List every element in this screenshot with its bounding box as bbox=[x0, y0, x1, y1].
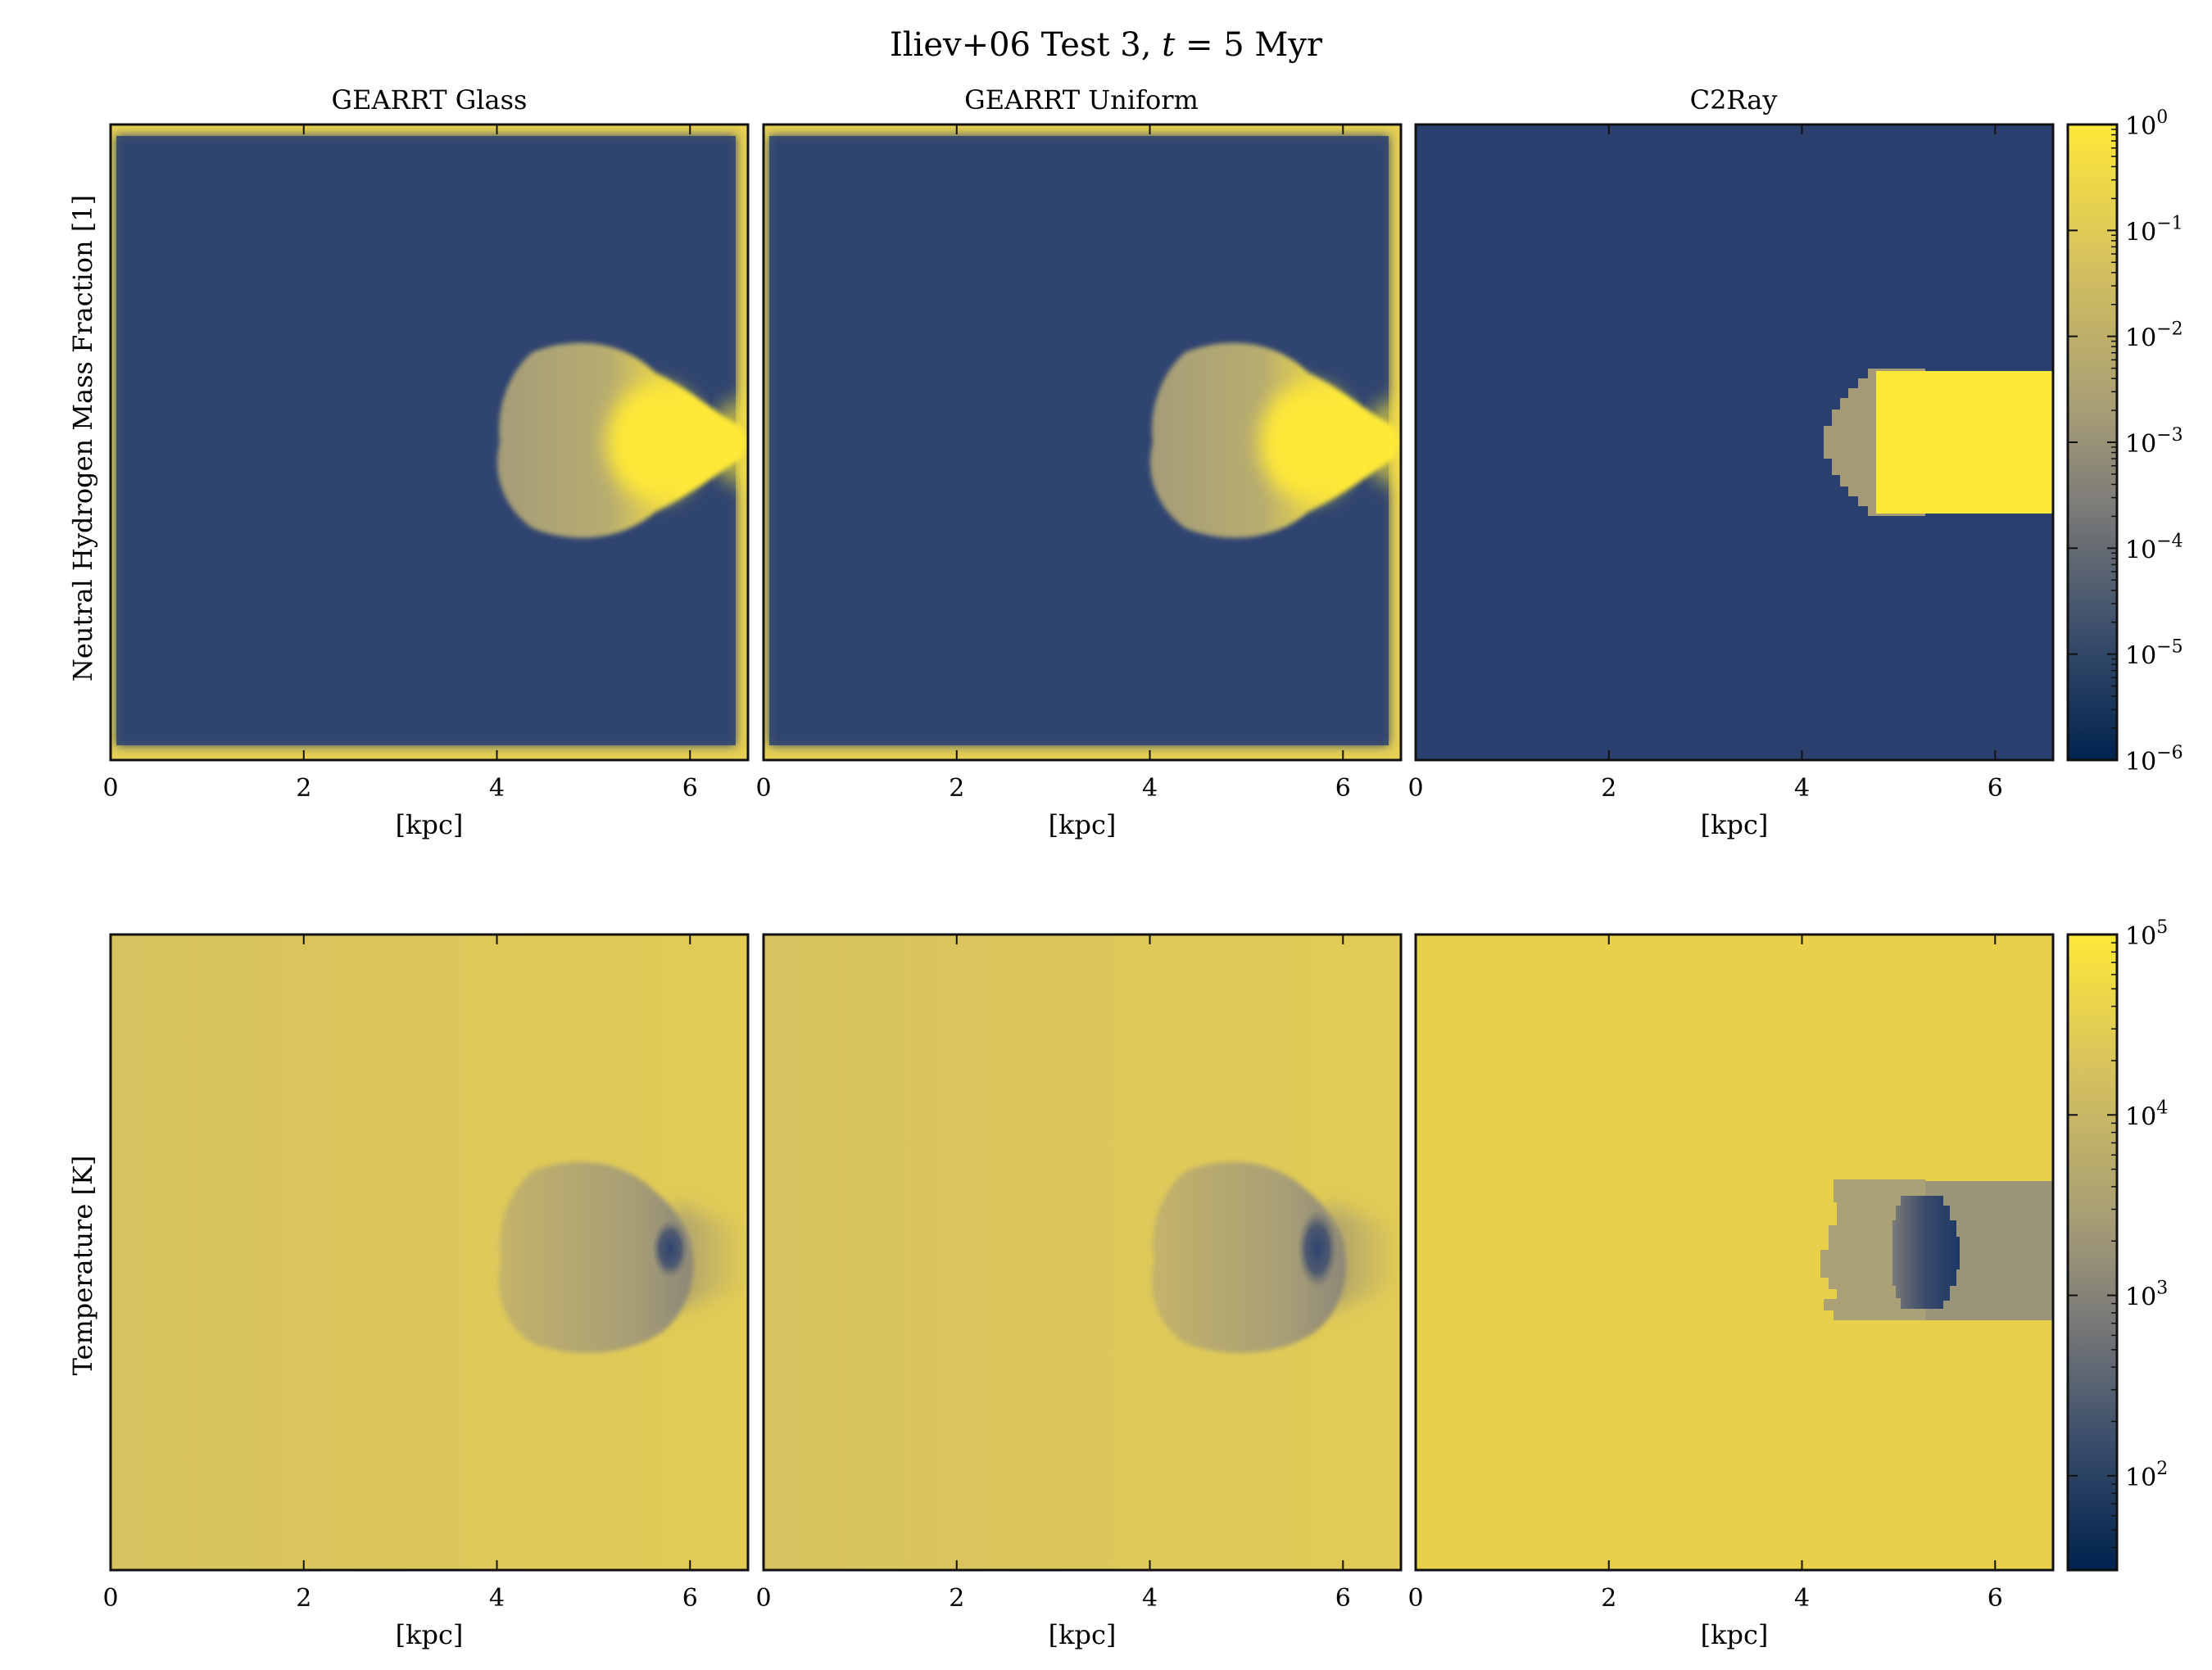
x-tick-label: 0 bbox=[102, 774, 118, 803]
cold-core bbox=[1298, 1210, 1337, 1288]
x-tick-label: 2 bbox=[296, 1584, 311, 1613]
x-axis-label: [kpc] bbox=[396, 809, 464, 840]
colorbar-tick-label: 10−2 bbox=[2125, 319, 2183, 353]
row-label-temperature: Temperature [K] bbox=[67, 1156, 98, 1376]
x-tick-label: 6 bbox=[1335, 774, 1351, 803]
x-tick-label: 2 bbox=[1601, 1584, 1616, 1613]
colorbar-temperature: 105 104 103 102 bbox=[2066, 917, 2168, 1572]
x-tick-label: 4 bbox=[1142, 774, 1158, 803]
x-axis-label: [kpc] bbox=[1049, 1619, 1117, 1650]
panel-frame bbox=[109, 933, 750, 1572]
panel-frame bbox=[1414, 123, 2055, 762]
panel-temp-c2ray bbox=[1414, 933, 2055, 1572]
x-tick-label: 2 bbox=[949, 1584, 964, 1613]
panel-nf-c2ray bbox=[1414, 123, 2055, 762]
clump-neutral-core bbox=[606, 385, 705, 500]
panel-temp-gearrt-glass bbox=[109, 933, 750, 1572]
panel-frame bbox=[762, 123, 1403, 762]
x-tick-label: 0 bbox=[1407, 774, 1423, 803]
colorbar-ticks: 100 10−1 10−2 10−3 10−4 10−5 10−6 bbox=[2068, 107, 2183, 776]
x-tick-label: 4 bbox=[489, 774, 505, 803]
x-axis-label: [kpc] bbox=[396, 1619, 464, 1650]
column-title-c2ray: C2Ray bbox=[1690, 84, 1778, 115]
x-tick-label: 2 bbox=[949, 774, 964, 803]
dense-clump bbox=[1152, 1161, 1347, 1353]
colorbar-tick-label: 100 bbox=[2125, 107, 2168, 141]
colorbar-neutral-fraction: 100 10−1 10−2 10−3 10−4 10−5 10−6 bbox=[2066, 107, 2183, 776]
x-tick-label: 0 bbox=[102, 1584, 118, 1613]
x-tick-label: 6 bbox=[1988, 1584, 2003, 1613]
clump-neutral-core bbox=[1259, 385, 1358, 500]
x-tick-label: 6 bbox=[1335, 1584, 1351, 1613]
colorbar-tick-label: 102 bbox=[2125, 1459, 2168, 1492]
x-tick-label: 0 bbox=[755, 774, 771, 803]
row-label-neutral-fraction: Neutral Hydrogen Mass Fraction [1] bbox=[67, 195, 98, 681]
panel-frame bbox=[109, 123, 750, 762]
panel-frame bbox=[762, 933, 1403, 1572]
x-tick-label: 6 bbox=[682, 774, 698, 803]
colorbar-gradient bbox=[2068, 935, 2117, 1570]
x-tick-label: 2 bbox=[296, 774, 311, 803]
dense-clump bbox=[499, 1161, 694, 1353]
clump-neutral-front bbox=[1876, 371, 1925, 514]
colorbar-tick-label: 10−6 bbox=[2125, 743, 2183, 776]
x-tick-label: 4 bbox=[489, 1584, 505, 1613]
x-tick-label: 4 bbox=[1142, 1584, 1158, 1613]
colorbar-ticks: 105 104 103 102 bbox=[2068, 917, 2168, 1571]
x-axis-label: [kpc] bbox=[1701, 1619, 1769, 1650]
colorbar-tick-label: 10−3 bbox=[2125, 425, 2183, 459]
panel-nf-gearrt-glass bbox=[109, 123, 750, 762]
colorbar-tick-label: 10−5 bbox=[2125, 637, 2183, 671]
colorbar-frame bbox=[2066, 933, 2119, 1572]
panel-nf-gearrt-uniform bbox=[762, 123, 1403, 762]
column-title-gearrt-uniform: GEARRT Uniform bbox=[964, 84, 1199, 115]
colorbar-tick-label: 10−4 bbox=[2125, 531, 2183, 564]
x-tick-label: 6 bbox=[682, 1584, 698, 1613]
panel-temp-gearrt-uniform bbox=[762, 933, 1403, 1572]
x-tick-label: 4 bbox=[1794, 1584, 1810, 1613]
x-tick-label: 2 bbox=[1601, 774, 1616, 803]
panel-frame bbox=[1414, 933, 2055, 1572]
x-tick-label: 0 bbox=[1407, 1584, 1423, 1613]
colorbar-tick-label: 105 bbox=[2125, 917, 2168, 951]
x-tick-label: 6 bbox=[1988, 774, 2003, 803]
colorbar-tick-label: 103 bbox=[2125, 1279, 2168, 1312]
x-tick-label: 4 bbox=[1794, 774, 1810, 803]
x-axes: 0 2 4 6 [kpc] 0 2 4 6 [kpc] 0 2 4 6 [kpc] 0 2 4 6 [kpc] 0 2 4 6… bbox=[102, 124, 2003, 1650]
figure-title: Iliev+06 Test 3, t = 5 Myr bbox=[890, 26, 1323, 64]
x-tick-label: 0 bbox=[755, 1584, 771, 1613]
x-axis-label: [kpc] bbox=[1701, 809, 1769, 840]
colorbar-tick-label: 104 bbox=[2125, 1097, 2168, 1131]
x-axis-label: [kpc] bbox=[1049, 809, 1117, 840]
colorbar-tick-label: 10−1 bbox=[2125, 213, 2183, 247]
cold-core bbox=[652, 1220, 688, 1279]
column-title-gearrt-glass: GEARRT Glass bbox=[332, 84, 528, 115]
cold-core bbox=[1892, 1196, 1960, 1309]
